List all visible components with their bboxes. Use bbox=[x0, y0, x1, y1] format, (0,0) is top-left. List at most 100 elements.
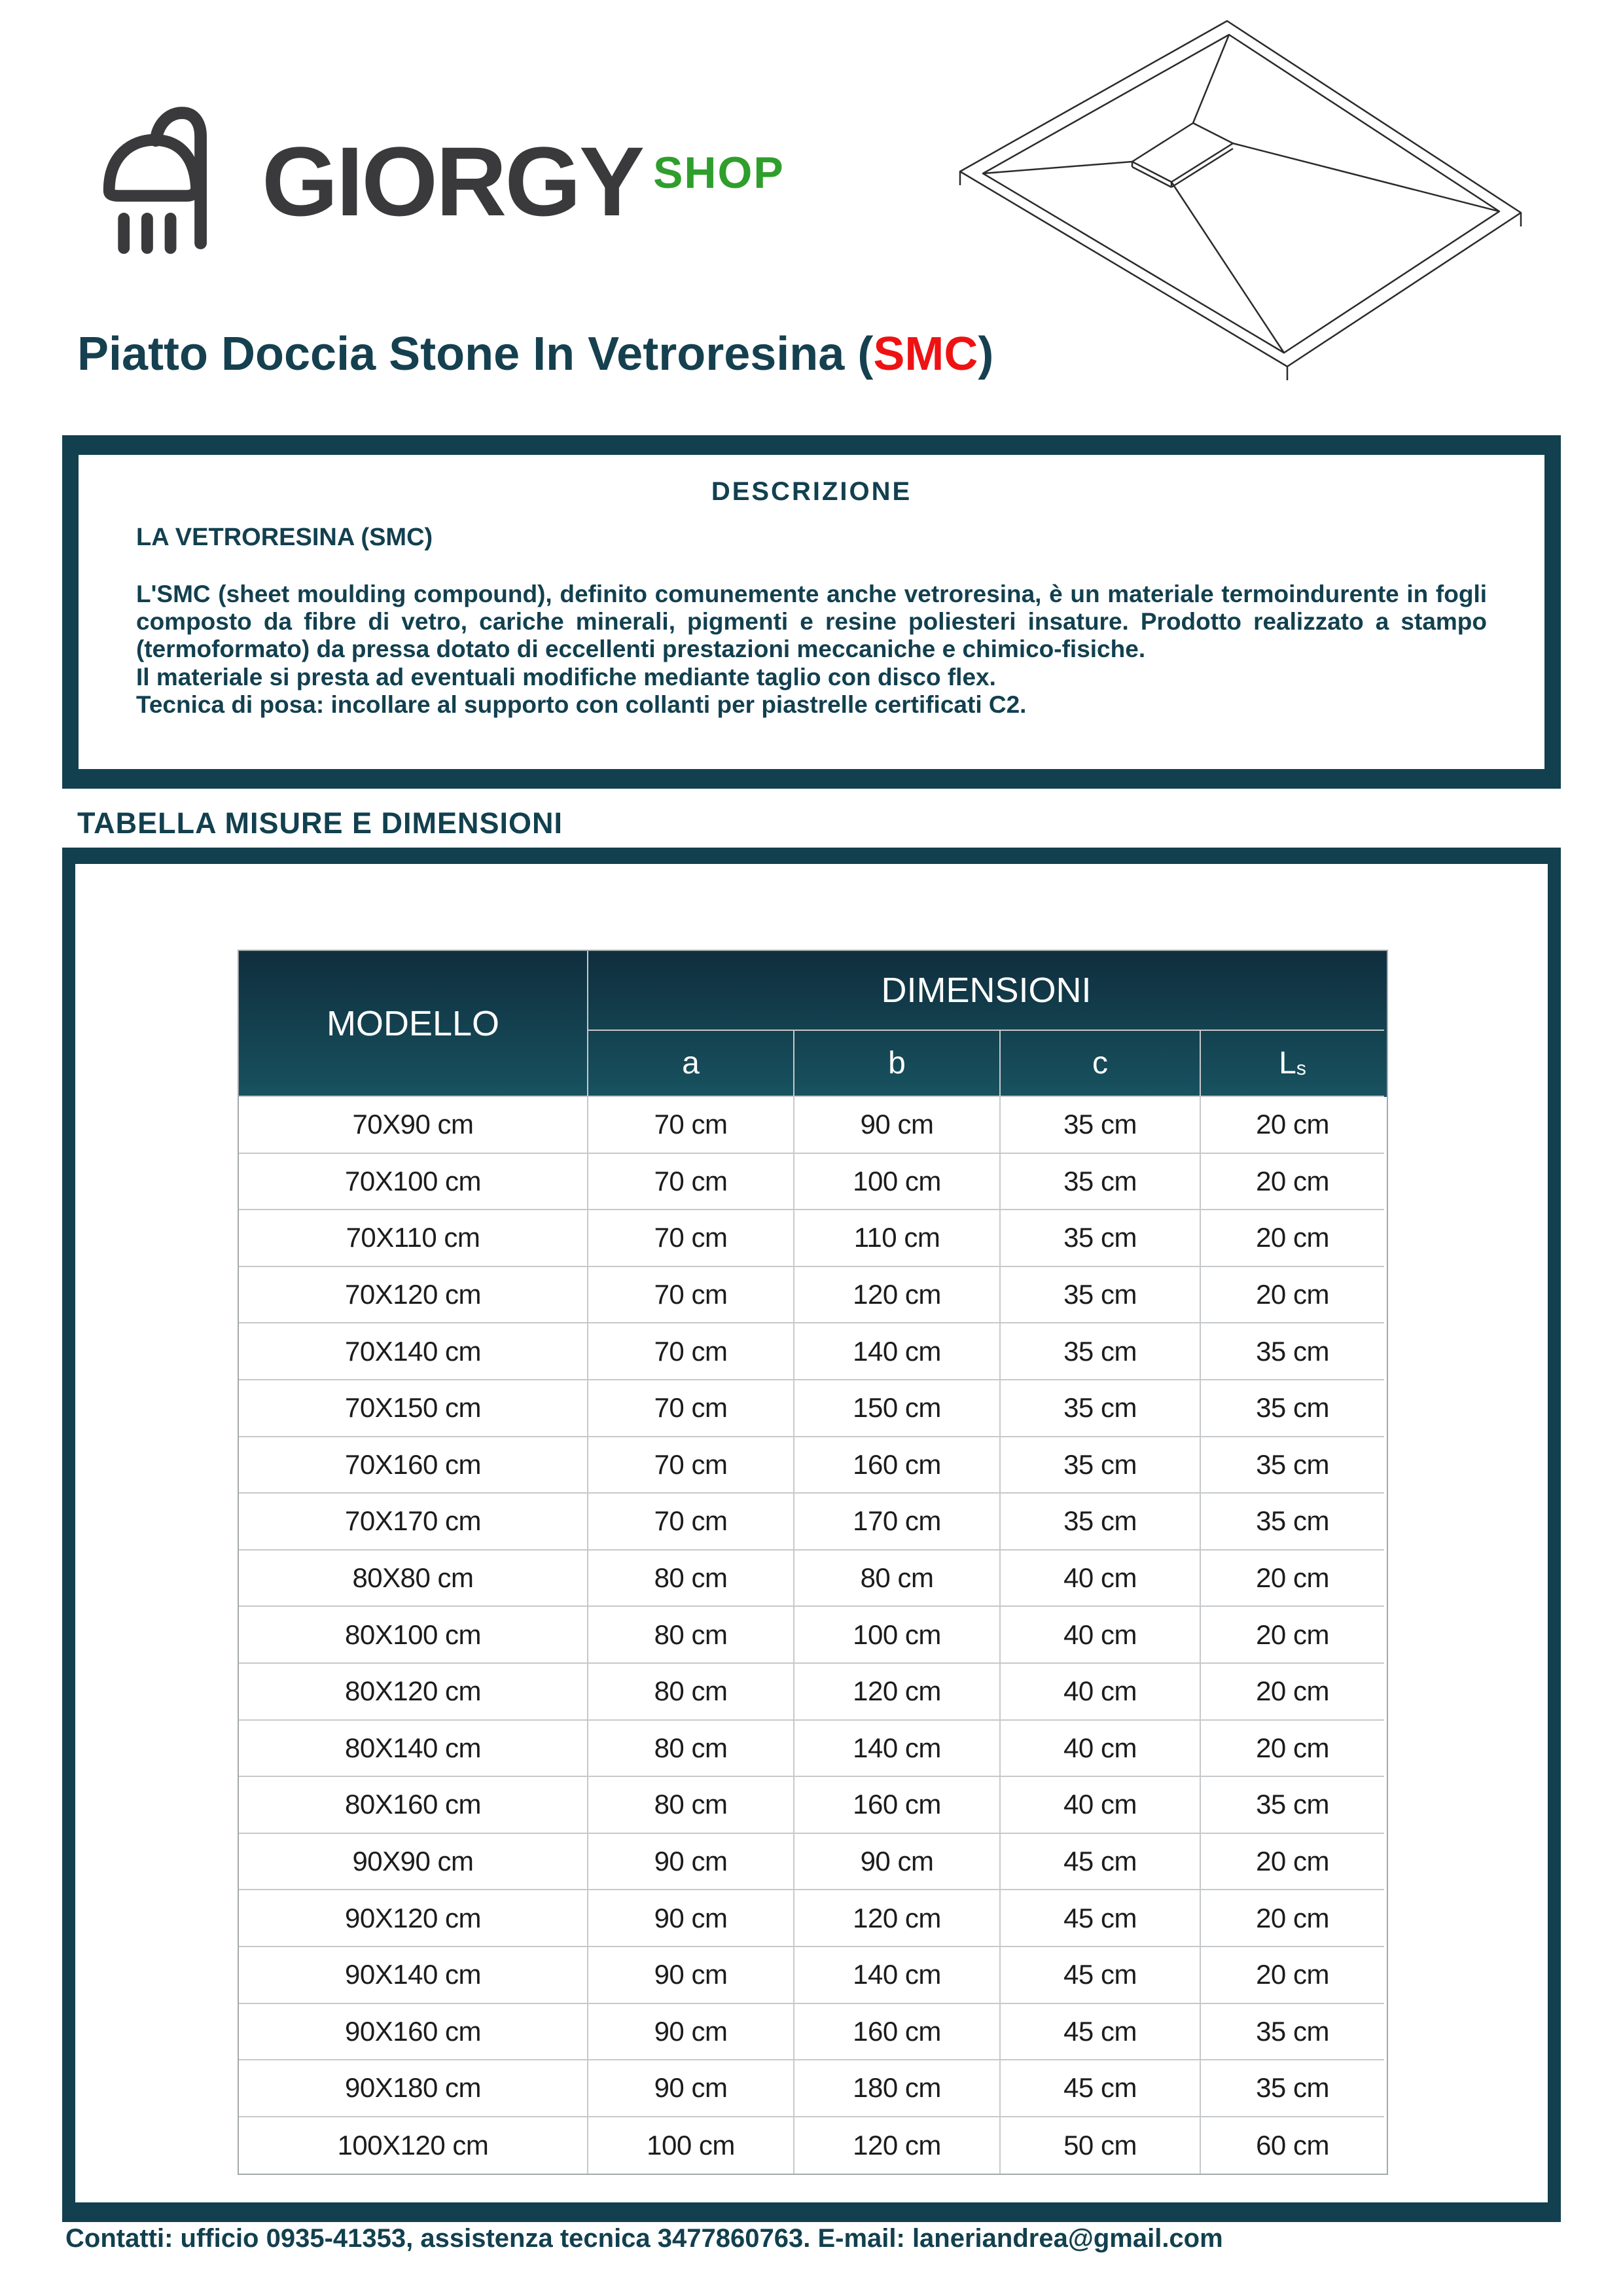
cell-value: 80 cm bbox=[588, 1777, 794, 1834]
cell-value: 35 cm bbox=[1001, 1097, 1201, 1154]
cell-model: 70X110 cm bbox=[239, 1210, 588, 1267]
cell-value: 35 cm bbox=[1201, 2004, 1384, 2061]
cell-value: 35 cm bbox=[1001, 1210, 1201, 1267]
cell-value: 90 cm bbox=[588, 2003, 794, 2061]
col-header-a: a bbox=[588, 1031, 794, 1097]
shower-tray-drawing bbox=[959, 20, 1522, 380]
cell-value: 160 cm bbox=[794, 2003, 1001, 2061]
cell-value: 60 cm bbox=[1256, 2129, 1329, 2161]
cell-model: 90X160 cm bbox=[239, 2003, 588, 2061]
cell-value: 40 cm bbox=[1001, 1607, 1201, 1664]
cell-value: 20 cm bbox=[1201, 1210, 1384, 1267]
cell-value: 70 cm bbox=[588, 1494, 794, 1551]
cell-model: 70X160 cm bbox=[239, 1437, 588, 1494]
ls-subscript: s bbox=[1296, 1057, 1306, 1079]
cell-model: 90X180 cm bbox=[239, 2060, 588, 2117]
cell-value: 100 cm bbox=[588, 2117, 794, 2174]
col-header-dimensioni: DIMENSIONI bbox=[588, 951, 1384, 1031]
cell-model: 80X140 cm bbox=[239, 1720, 588, 1778]
footer-contact: Contatti: ufficio 0935-41353, assistenza… bbox=[65, 2224, 1223, 2253]
cell-value: 35 cm bbox=[1001, 1437, 1201, 1494]
cell-value: 40 cm bbox=[1001, 1663, 1201, 1721]
col-header-b: b bbox=[794, 1031, 1001, 1097]
cell-value: 80 cm bbox=[588, 1607, 794, 1664]
cell-model: 90X120 cm bbox=[239, 1890, 588, 1947]
col-header-modello: MODELLO bbox=[239, 951, 588, 1097]
cell-model: 80X80 cm bbox=[239, 1550, 588, 1607]
cell-value: 20 cm bbox=[1201, 1947, 1384, 2004]
cell-value: 35 cm bbox=[1201, 1494, 1384, 1551]
cell-value: 70 cm bbox=[588, 1153, 794, 1211]
cell-value: 35 cm bbox=[1001, 1323, 1201, 1380]
cell-model: 80X120 cm bbox=[239, 1663, 588, 1721]
cell-value: 35 cm bbox=[1201, 1323, 1384, 1380]
cell-value: 20 cm bbox=[1201, 1267, 1384, 1324]
cell-value: 20 cm bbox=[1201, 1551, 1384, 1607]
cell-value: 40 cm bbox=[1001, 1777, 1201, 1834]
cell-value: 35 cm bbox=[1201, 2060, 1384, 2117]
cell-value: 35 cm bbox=[1201, 1777, 1384, 1834]
cell-model: 100X120 cm bbox=[239, 2117, 588, 2174]
col-header-c: c bbox=[1001, 1031, 1201, 1097]
table-outer-frame bbox=[62, 848, 1561, 2222]
cell-value: 80 cm bbox=[794, 1550, 1001, 1607]
cell-value: 90 cm bbox=[588, 1890, 794, 1947]
cell-model: 70X120 cm bbox=[239, 1266, 588, 1324]
table-header-background bbox=[239, 951, 1387, 1097]
cell-value: 40 cm bbox=[1001, 1550, 1201, 1607]
cell-model: 70X140 cm bbox=[239, 1323, 588, 1380]
logo: GIORGY SHOP bbox=[90, 98, 785, 258]
cell-value: 140 cm bbox=[794, 1323, 1001, 1380]
description-box: DESCRIZIONE LA VETRORESINA (SMC) L'SMC (… bbox=[62, 435, 1561, 789]
table-section-heading: TABELLA MISURE E DIMENSIONI bbox=[77, 806, 563, 840]
cell-value: 70 cm bbox=[588, 1210, 794, 1267]
cell-value: 100 cm bbox=[794, 1153, 1001, 1211]
shower-icon bbox=[103, 107, 207, 254]
cell-value: 20 cm bbox=[1201, 1607, 1384, 1664]
cell-value: 80 cm bbox=[588, 1720, 794, 1778]
description-line-3: Tecnica di posa: incollare al supporto c… bbox=[136, 691, 1027, 718]
cell-value: 35 cm bbox=[1001, 1380, 1201, 1437]
ls-main: L bbox=[1279, 1046, 1296, 1081]
cell-model: 80X160 cm bbox=[239, 1777, 588, 1834]
cell-value: 90 cm bbox=[588, 2060, 794, 2117]
cell-value: 90 cm bbox=[794, 1097, 1001, 1154]
page-title: Piatto Doccia Stone In Vetroresina (SMC) bbox=[77, 326, 993, 382]
cell-value: 45 cm bbox=[1001, 2003, 1201, 2061]
cell-value: 90 cm bbox=[588, 1833, 794, 1891]
cell-value: 120 cm bbox=[794, 2117, 1001, 2174]
cell-value: 45 cm bbox=[1001, 2060, 1201, 2117]
cell-value: 40 cm bbox=[1001, 1720, 1201, 1778]
cell-model: 80X100 cm bbox=[239, 1607, 588, 1664]
cell-model: 90X140 cm bbox=[239, 1946, 588, 2004]
cell-model: 70X90 cm bbox=[239, 1097, 588, 1154]
cell-value: 20 cm bbox=[1201, 1097, 1384, 1154]
cell-value: 20 cm bbox=[1201, 1664, 1384, 1721]
cell-value: 70 cm bbox=[588, 1380, 794, 1437]
cell-value: 45 cm bbox=[1001, 1946, 1201, 2004]
brand-text: GIORGY bbox=[262, 126, 645, 236]
cell-model: 90X90 cm bbox=[239, 1833, 588, 1891]
description-paragraph: L'SMC (sheet moulding compound), definit… bbox=[136, 581, 1487, 663]
cell-value: 80 cm bbox=[588, 1663, 794, 1721]
cell-value: 90 cm bbox=[794, 1833, 1001, 1891]
cell-value: 70 cm bbox=[588, 1266, 794, 1324]
cell-model: 70X100 cm bbox=[239, 1153, 588, 1211]
cell-value: 120 cm bbox=[794, 1266, 1001, 1324]
cell-value: 90 cm bbox=[588, 1946, 794, 2004]
description-subheading: LA VETRORESINA (SMC) bbox=[136, 524, 433, 551]
title-text-close: ) bbox=[978, 328, 994, 380]
cell-value: 20 cm bbox=[1201, 1721, 1384, 1778]
cell-value: 100 cm bbox=[794, 1607, 1001, 1664]
cell-value: 110 cm bbox=[794, 1210, 1001, 1267]
cell-value: 70 cm bbox=[588, 1323, 794, 1380]
cell-value: 150 cm bbox=[794, 1380, 1001, 1437]
title-highlight-smc: SMC bbox=[873, 328, 978, 380]
cell-value: 140 cm bbox=[794, 1720, 1001, 1778]
cell-value: 45 cm bbox=[1001, 1833, 1201, 1891]
cell-value: 35 cm bbox=[1001, 1266, 1201, 1324]
cell-value: 35 cm bbox=[1001, 1153, 1201, 1211]
cell-value: 160 cm bbox=[794, 1437, 1001, 1494]
